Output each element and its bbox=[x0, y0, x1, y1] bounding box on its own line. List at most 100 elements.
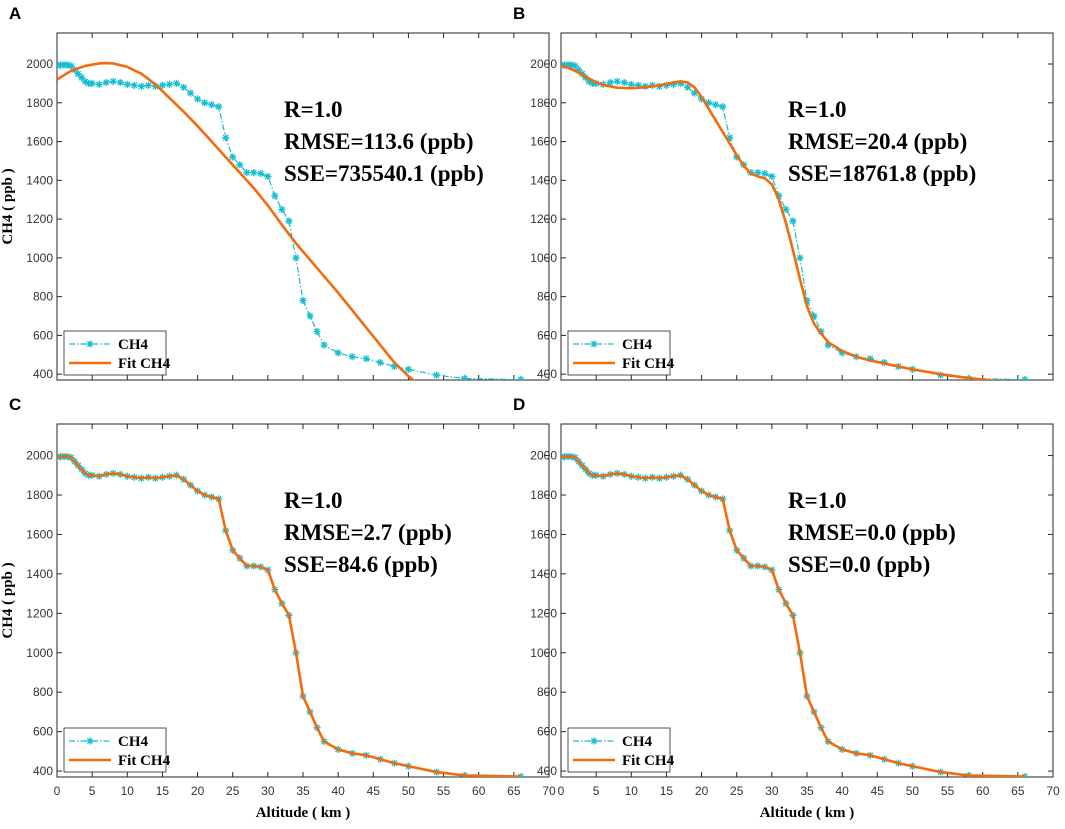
ch4-point bbox=[574, 66, 583, 74]
legend-fit-label: Fit CH4 bbox=[118, 356, 171, 372]
y-tick-label: 1000 bbox=[530, 251, 557, 265]
x-tick-label: 55 bbox=[941, 784, 955, 798]
y-tick-label: 2000 bbox=[26, 449, 53, 463]
x-tick-label: 50 bbox=[906, 784, 920, 798]
ch4-point bbox=[726, 134, 734, 142]
ch4-point bbox=[754, 168, 762, 177]
ch4-point bbox=[390, 362, 398, 371]
x-tick-label: 0 bbox=[558, 784, 565, 798]
x-tick-label: 40 bbox=[835, 784, 849, 798]
ch4-point bbox=[810, 312, 818, 320]
ch4-point bbox=[376, 358, 384, 367]
y-tick-label: 400 bbox=[33, 764, 53, 778]
legend-ch4-marker bbox=[86, 340, 94, 348]
x-tick-label: 10 bbox=[121, 784, 135, 798]
y-tick-label: 1400 bbox=[26, 173, 53, 187]
ch4-point bbox=[1021, 376, 1029, 380]
legend-fit-label: Fit CH4 bbox=[622, 356, 675, 372]
y-axis-label: CH4 ( ppb ) bbox=[0, 562, 16, 638]
x-axis-label: Altitude ( km ) bbox=[760, 805, 855, 821]
x-tick-label: 10 bbox=[625, 784, 639, 798]
panel-label: A bbox=[9, 4, 21, 23]
ch4-point bbox=[775, 192, 783, 200]
ch4-point bbox=[144, 81, 152, 89]
ch4-point bbox=[179, 83, 188, 91]
y-tick-label: 600 bbox=[537, 328, 557, 342]
y-tick-label: 1400 bbox=[530, 173, 557, 187]
x-tick-label: 30 bbox=[261, 784, 275, 798]
ch4-point bbox=[88, 79, 96, 88]
legend-box bbox=[567, 727, 671, 773]
ch4-point bbox=[74, 70, 82, 78]
y-tick-label: 400 bbox=[537, 764, 557, 778]
y-tick-label: 1000 bbox=[26, 646, 53, 660]
ch4-point bbox=[1021, 773, 1029, 777]
y-tick-label: 400 bbox=[33, 367, 53, 381]
x-tick-label: 15 bbox=[660, 784, 674, 798]
ch4-point bbox=[229, 153, 237, 161]
ch4-point bbox=[137, 82, 145, 90]
plot-series bbox=[57, 452, 525, 777]
y-tick-label: 2000 bbox=[530, 449, 557, 463]
stat-annotation: RMSE=113.6 (ppb) bbox=[284, 129, 473, 154]
plot-area bbox=[560, 32, 1054, 381]
ch4-point bbox=[292, 254, 300, 262]
ch4-point bbox=[208, 101, 216, 109]
stat-annotation: RMSE=2.7 (ppb) bbox=[284, 520, 452, 545]
y-tick-label: 1000 bbox=[26, 251, 53, 265]
ch4-point bbox=[313, 327, 321, 336]
panel-a: A 400 600 800 1000 1200 1400 1600 1800 2000 CH4 ( … bbox=[0, 4, 550, 381]
ch4-point bbox=[719, 103, 727, 111]
legend-ch4-marker bbox=[86, 737, 94, 745]
stat-annotation: R=1.0 bbox=[284, 97, 342, 122]
stat-annotation: SSE=735540.1 (ppb) bbox=[284, 161, 484, 186]
ch4-point bbox=[838, 349, 846, 357]
stat-annotation: SSE=84.6 (ppb) bbox=[284, 552, 438, 577]
panel-d: D 0 5 10 15 20 25 30 35 40 45 50 55 60 65 70 400 600 800 10… bbox=[513, 395, 1060, 821]
y-tick-label: 1800 bbox=[530, 96, 557, 110]
ch4-point bbox=[123, 80, 131, 88]
panel-label: D bbox=[513, 395, 525, 414]
ch4-point bbox=[130, 81, 138, 89]
x-tick-label: 30 bbox=[765, 784, 779, 798]
ch4-point bbox=[461, 374, 469, 380]
ch4-point bbox=[78, 73, 86, 82]
x-tick-label: 45 bbox=[871, 784, 885, 798]
ch4-point bbox=[102, 78, 110, 87]
ch4-point bbox=[243, 168, 251, 177]
y-tick-label: 1000 bbox=[530, 646, 557, 660]
legend-ch4-label: CH4 bbox=[622, 337, 653, 353]
y-tick-label: 600 bbox=[33, 725, 53, 739]
ch4-point bbox=[571, 62, 579, 70]
x-tick-label: 60 bbox=[472, 784, 486, 798]
y-tick-label: 400 bbox=[537, 367, 557, 381]
x-tick-label: 65 bbox=[507, 784, 521, 798]
ch4-point bbox=[690, 89, 699, 97]
y-tick-label: 1200 bbox=[26, 212, 53, 226]
legend-ch4-label: CH4 bbox=[118, 337, 149, 353]
ch4-point bbox=[172, 79, 181, 88]
x-tick-label: 20 bbox=[191, 784, 205, 798]
x-tick-label: 35 bbox=[800, 784, 814, 798]
stat-annotation: RMSE=20.4 (ppb) bbox=[788, 129, 967, 154]
x-tick-label: 50 bbox=[402, 784, 416, 798]
legend-box bbox=[63, 330, 167, 376]
x-tick-label: 25 bbox=[226, 784, 240, 798]
ch4-point bbox=[320, 341, 328, 349]
y-tick-label: 1600 bbox=[26, 135, 53, 149]
ch4-point bbox=[257, 169, 265, 178]
y-tick-label: 800 bbox=[33, 290, 53, 304]
y-tick-label: 1400 bbox=[530, 567, 557, 581]
plot-area bbox=[56, 32, 550, 381]
x-tick-label: 5 bbox=[593, 784, 600, 798]
x-tick-label: 60 bbox=[976, 784, 990, 798]
y-tick-label: 1200 bbox=[530, 606, 557, 620]
ch4-point bbox=[348, 353, 356, 361]
legend-fit-label: Fit CH4 bbox=[622, 753, 675, 769]
x-tick-label: 65 bbox=[1011, 784, 1025, 798]
x-tick-label: 70 bbox=[542, 784, 556, 798]
panel-label: C bbox=[9, 395, 21, 414]
ch4-point bbox=[768, 172, 776, 181]
ch4-point bbox=[116, 78, 124, 87]
stat-annotation: RMSE=0.0 (ppb) bbox=[788, 520, 956, 545]
